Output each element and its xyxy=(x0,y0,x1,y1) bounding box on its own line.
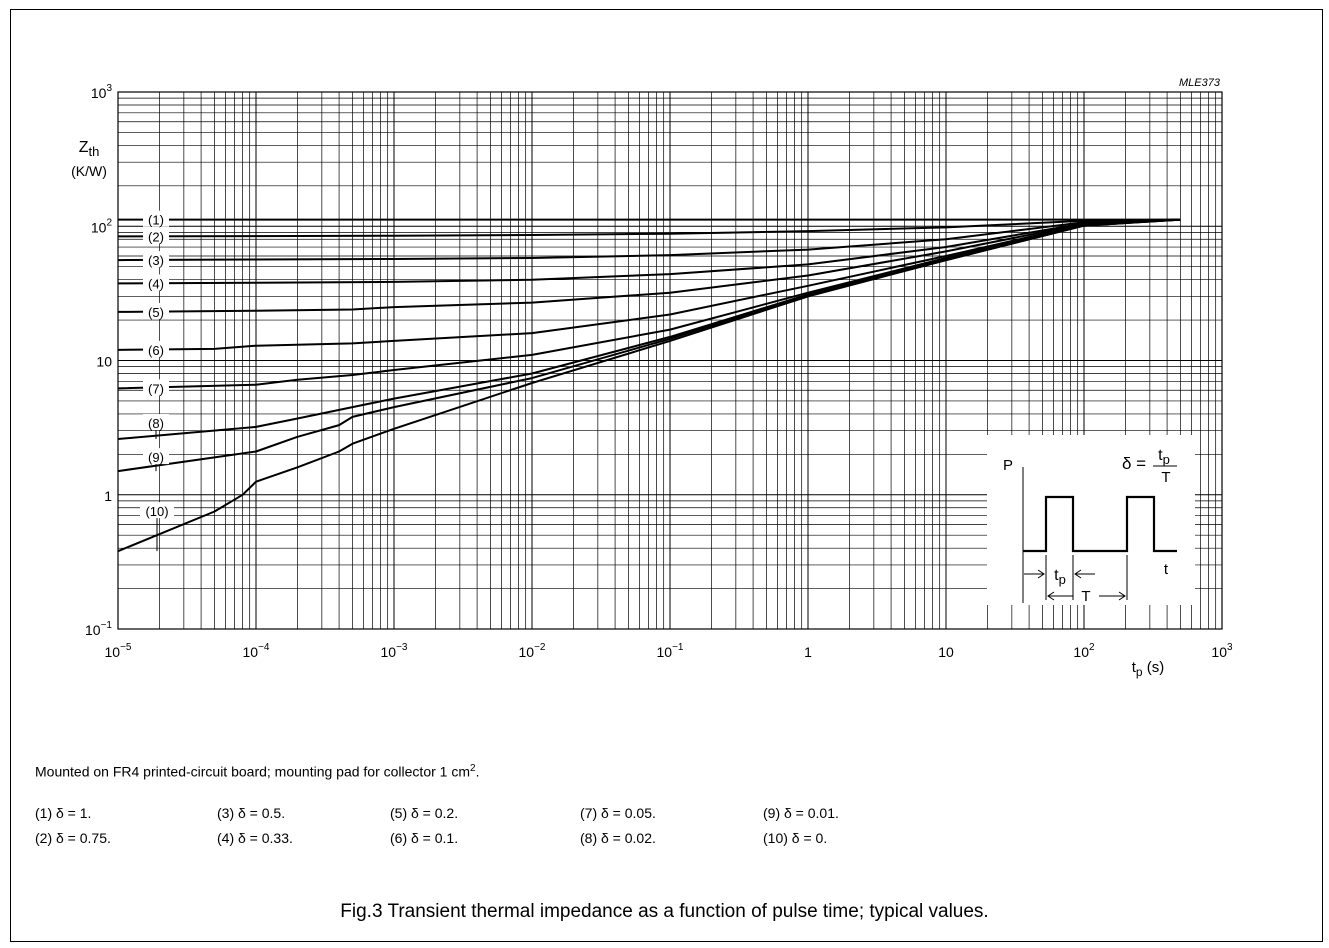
x-tick-label-5: 1 xyxy=(804,644,812,660)
figure-code: MLE373 xyxy=(1179,77,1221,89)
x-tick-label-2: 10−3 xyxy=(381,642,408,660)
legend-item-8: (8) δ = 0.02. xyxy=(580,830,656,846)
curve-label-1: (1) xyxy=(148,213,164,228)
curve-5 xyxy=(117,218,1181,313)
inset-delta-label: δ = xyxy=(1122,454,1146,473)
y-axis-label: Zth xyxy=(79,139,100,159)
x-tick-label-6: 10 xyxy=(938,644,954,660)
legend-item-1: (1) δ = 1. xyxy=(35,805,92,821)
x-tick-label-1: 10−4 xyxy=(243,642,270,660)
inset-frac-den: T xyxy=(1161,469,1170,486)
curve-label-bg-1 xyxy=(143,210,169,227)
figure-caption: Fig.3 Transient thermal impedance as a f… xyxy=(340,901,989,922)
curve-label-2: (2) xyxy=(148,229,164,244)
mounting-note-sup: 2 xyxy=(470,763,476,774)
legend-item-6: (6) δ = 0.1. xyxy=(390,830,459,846)
y-axis-unit: (K/W) xyxy=(71,163,107,179)
legend-item-10: (10) δ = 0. xyxy=(763,830,828,846)
inset-p-label: P xyxy=(1003,457,1013,474)
legend-item-5: (5) δ = 0.2. xyxy=(390,805,459,821)
x-tick-label-4: 10−1 xyxy=(657,642,684,660)
curve-label-bg-8 xyxy=(143,414,169,431)
plot-area xyxy=(117,91,1223,630)
inset-arrow-T-left xyxy=(1047,591,1073,601)
curve-label-5: (5) xyxy=(148,305,164,320)
curve-label-3: (3) xyxy=(148,253,164,268)
x-tick-label-8: 103 xyxy=(1211,642,1233,660)
legend-item-7: (7) δ = 0.05. xyxy=(580,805,656,821)
inset-tp-label: tp xyxy=(1054,567,1066,587)
curve-10 xyxy=(117,218,1181,553)
x-tick-label-7: 102 xyxy=(1073,642,1095,660)
mounting-note-text: Mounted on FR4 printed-circuit board; mo… xyxy=(35,763,470,780)
curve-4 xyxy=(117,218,1181,285)
curve-labels: (1)(2) (3) (4) (5) (6) (7) (8) (9) (10) xyxy=(140,210,174,552)
curve-label-bg-5 xyxy=(143,302,169,319)
curve-7 xyxy=(117,218,1181,390)
curve-label-bg-10 xyxy=(140,502,174,519)
curve-label-4: (4) xyxy=(148,276,164,291)
mounting-note: Mounted on FR4 printed-circuit board; mo… xyxy=(35,763,479,780)
inset-background xyxy=(987,435,1195,605)
curve-8 xyxy=(117,218,1181,440)
curve-label-8: (8) xyxy=(148,416,164,431)
inset-pulse-train xyxy=(1023,495,1177,553)
inset-frac-num: tp xyxy=(1158,447,1170,467)
x-axis-label: tp (s) xyxy=(1132,659,1165,679)
y-tick-label-4: 103 xyxy=(91,83,113,101)
inset-arrow-tp-right xyxy=(1074,569,1095,579)
inset-arrow-tp-left xyxy=(1024,569,1045,579)
curve-label-10: (10) xyxy=(145,504,168,519)
y-tick-label-2: 10 xyxy=(96,354,112,370)
legend-item-2: (2) δ = 0.75. xyxy=(35,830,111,846)
mounting-note-end: . xyxy=(475,763,480,780)
curve-6 xyxy=(117,218,1181,351)
pulse-inset: Pt tp Tδ = tp T xyxy=(987,435,1195,605)
curve-2 xyxy=(117,218,1181,238)
curve-label-bg-6 xyxy=(143,340,169,357)
curves xyxy=(117,218,1181,553)
curve-label-bg-7 xyxy=(143,379,169,396)
curve-label-9: (9) xyxy=(148,450,164,465)
curve-label-7: (7) xyxy=(148,381,164,396)
inset-arrow-T-right xyxy=(1099,591,1126,601)
y-tick-label-3: 102 xyxy=(91,217,113,235)
curve-3 xyxy=(117,218,1181,262)
inset-T-label: T xyxy=(1081,588,1090,605)
inset-t-label: t xyxy=(1164,561,1169,578)
legend-item-3: (3) δ = 0.5. xyxy=(217,805,286,821)
y-tick-label-0: 10−1 xyxy=(85,620,112,638)
x-tick-label-3: 10−2 xyxy=(519,642,546,660)
y-tick-label-1: 1 xyxy=(104,488,112,504)
curve-label-bg-9 xyxy=(143,448,169,465)
curve-label-6: (6) xyxy=(148,343,164,358)
legend-item-9: (9) δ = 0.01. xyxy=(763,805,839,821)
legend-item-4: (4) δ = 0.33. xyxy=(217,830,293,846)
curve-label-bg-2 xyxy=(143,227,169,244)
x-tick-label-0: 10−5 xyxy=(105,642,132,660)
curve-label-bg-4 xyxy=(143,274,169,291)
figure-frame xyxy=(10,9,1323,942)
curve-label-bg-3 xyxy=(143,251,169,268)
